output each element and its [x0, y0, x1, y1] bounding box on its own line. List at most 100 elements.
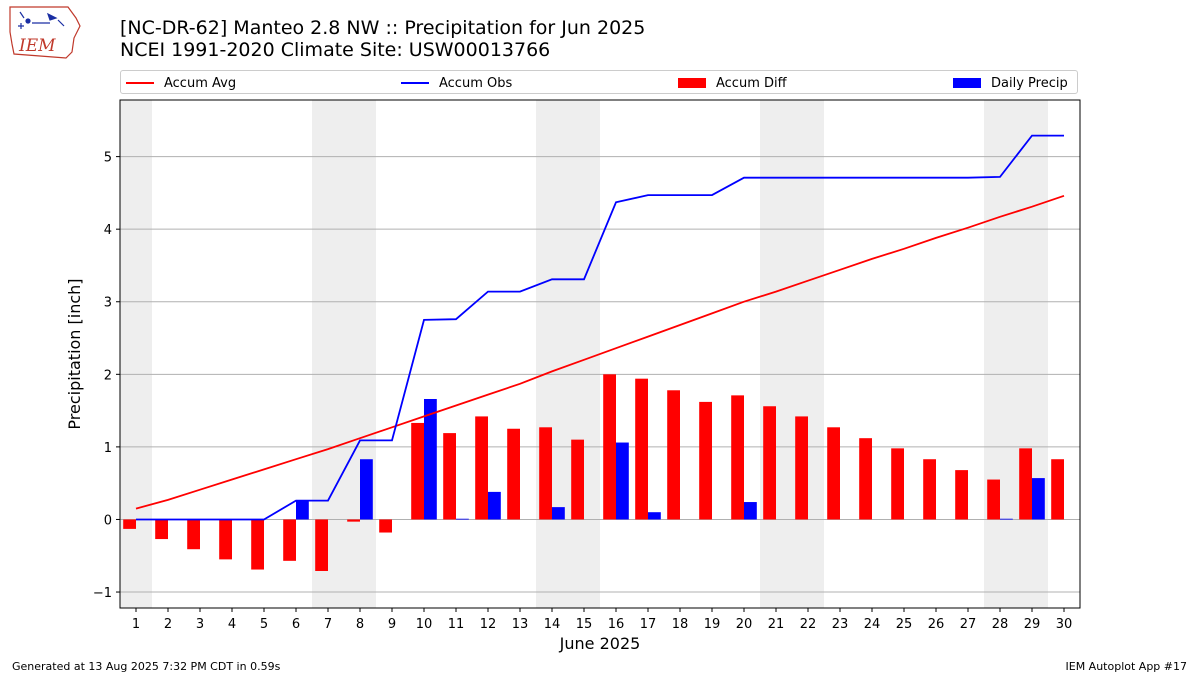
- accum-diff-bar-26: [923, 459, 936, 520]
- plot-frame: [119, 99, 1081, 609]
- y-axis-label: Precipitation [inch]: [65, 278, 84, 429]
- daily-precip-bar-12: [488, 491, 501, 520]
- chart-legend: Accum Avg Accum Obs Accum Diff Daily Pre…: [120, 70, 1078, 94]
- x-tick-label-8: 8: [356, 617, 364, 632]
- daily-precip-bar-17: [648, 512, 661, 520]
- accum-diff-bar-30: [1051, 459, 1064, 520]
- legend-label-accum-diff: Accum Diff: [716, 75, 787, 91]
- accum-diff-bar-11: [443, 433, 456, 520]
- x-tick-label-18: 18: [672, 617, 689, 632]
- legend-swatch-accum-diff: [678, 78, 706, 88]
- weekend-band-0: [120, 100, 152, 608]
- legend-item-daily-precip: Daily Precip: [953, 74, 1068, 92]
- accum-diff-bar-2: [155, 519, 168, 540]
- accum-diff-bar-20: [731, 395, 744, 520]
- iem-logo: IEM: [9, 6, 81, 59]
- legend-label-accum-avg: Accum Avg: [164, 75, 237, 91]
- x-tick-label-29: 29: [1024, 617, 1041, 632]
- accum-diff-bar-6: [283, 519, 296, 561]
- accum-diff-bar-5: [251, 519, 264, 570]
- y-tick-label-1: 1: [104, 441, 112, 456]
- accum-diff-bar-27: [955, 470, 968, 520]
- daily-precip-bar-11: [456, 518, 469, 520]
- accum-diff-bar-3: [187, 519, 200, 550]
- x-tick-label-9: 9: [388, 617, 396, 632]
- x-tick-label-7: 7: [324, 617, 332, 632]
- accum-diff-bar-21: [763, 406, 776, 520]
- accum-diff-bar-4: [219, 519, 232, 560]
- x-tick-label-12: 12: [480, 617, 497, 632]
- accum-diff-bar-1: [123, 519, 136, 529]
- x-tick-label-19: 19: [704, 617, 721, 632]
- daily-precip-bar-29: [1032, 478, 1045, 520]
- x-tick-label-16: 16: [608, 617, 625, 632]
- x-tick-label-11: 11: [448, 617, 465, 632]
- accum-diff-bar-18: [667, 390, 680, 520]
- generated-timestamp: Generated at 13 Aug 2025 7:32 PM CDT in …: [12, 660, 281, 673]
- x-tick-label-22: 22: [800, 617, 817, 632]
- chart-title: [NC-DR-62] Manteo 2.8 NW :: Precipitatio…: [120, 17, 646, 39]
- y-tick-label-0: 0: [104, 513, 112, 528]
- x-tick-label-23: 23: [832, 617, 849, 632]
- x-tick-label-1: 1: [132, 617, 140, 632]
- legend-label-daily-precip: Daily Precip: [991, 75, 1068, 91]
- x-tick-label-28: 28: [992, 617, 1009, 632]
- accum-diff-bar-19: [699, 401, 712, 520]
- accum-obs-line: [136, 134, 1064, 521]
- daily-precip-bar-10: [424, 398, 437, 520]
- accum-diff-bar-17: [635, 378, 648, 520]
- legend-swatch-accum-avg: [126, 82, 154, 84]
- daily-precip-bar-14: [552, 507, 565, 520]
- y-tick-label-3: 3: [104, 296, 112, 311]
- legend-item-accum-avg: Accum Avg: [126, 74, 236, 92]
- x-tick-label-26: 26: [928, 617, 945, 632]
- accum-diff-bar-7: [315, 519, 328, 571]
- x-tick-label-24: 24: [864, 617, 881, 632]
- weekend-band-2: [536, 100, 600, 608]
- accum-diff-bar-14: [539, 427, 552, 520]
- iowa-map-outline-icon: [9, 6, 81, 59]
- accum-diff-bar-22: [795, 416, 808, 520]
- x-tick-label-30: 30: [1056, 617, 1073, 632]
- x-tick-label-10: 10: [416, 617, 433, 632]
- y-tick-label--1: −1: [93, 586, 112, 601]
- x-tick-label-5: 5: [260, 617, 268, 632]
- legend-item-accum-diff: Accum Diff: [678, 74, 787, 92]
- daily-precip-bar-16: [616, 442, 629, 520]
- legend-swatch-accum-obs: [401, 82, 429, 84]
- x-tick-label-6: 6: [292, 617, 300, 632]
- x-tick-label-4: 4: [228, 617, 236, 632]
- accum-diff-bar-28: [987, 479, 1000, 520]
- daily-precip-bar-20: [744, 502, 757, 520]
- x-tick-label-27: 27: [960, 617, 977, 632]
- accum-diff-bar-15: [571, 439, 584, 520]
- y-tick-label-2: 2: [104, 368, 112, 383]
- legend-swatch-daily-precip: [953, 78, 981, 88]
- accum-diff-bar-23: [827, 427, 840, 520]
- daily-precip-bar-8: [360, 459, 373, 520]
- accum-diff-bar-29: [1019, 448, 1032, 520]
- x-tick-label-15: 15: [576, 617, 593, 632]
- x-tick-label-13: 13: [512, 617, 529, 632]
- x-tick-label-17: 17: [640, 617, 657, 632]
- x-axis-label: June 2025: [559, 634, 641, 653]
- x-tick-label-14: 14: [544, 617, 561, 632]
- accum-diff-bar-25: [891, 448, 904, 520]
- weekend-band-4: [984, 100, 1048, 608]
- y-tick-label-4: 4: [104, 223, 112, 238]
- x-tick-label-21: 21: [768, 617, 785, 632]
- accum-diff-bar-13: [507, 428, 520, 520]
- chart-subtitle: NCEI 1991-2020 Climate Site: USW00013766: [120, 39, 551, 61]
- accum-diff-bar-9: [379, 519, 392, 533]
- legend-label-accum-obs: Accum Obs: [439, 75, 513, 91]
- accum-diff-bar-16: [603, 374, 616, 520]
- daily-precip-bar-28: [1000, 518, 1013, 520]
- legend-item-accum-obs: Accum Obs: [401, 74, 512, 92]
- x-tick-label-20: 20: [736, 617, 753, 632]
- y-tick-label-5: 5: [104, 151, 112, 166]
- daily-precip-bar-6: [296, 500, 309, 520]
- accum-diff-bar-24: [859, 438, 872, 520]
- accum-diff-bar-10: [411, 422, 424, 520]
- accum-diff-bar-8: [347, 519, 360, 522]
